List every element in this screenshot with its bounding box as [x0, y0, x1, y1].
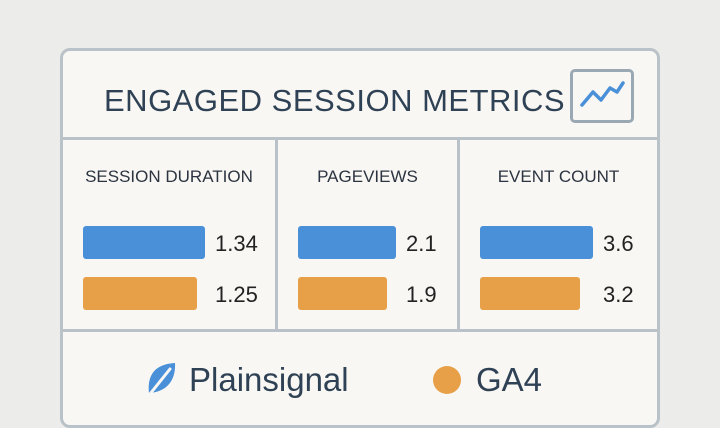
value-label-plainsignal: 3.6 [603, 231, 634, 256]
chart-title: ENGAGED SESSION METRICS [104, 83, 566, 118]
bar-ga4 [480, 277, 580, 310]
value-label-ga4: 1.9 [406, 282, 437, 307]
legend-label-plainsignal: Plainsignal [189, 361, 349, 398]
line-chart-icon [570, 69, 634, 123]
panel-title: PAGEVIEWS [317, 167, 418, 186]
bar-plainsignal [83, 226, 205, 259]
value-label-ga4: 3.2 [603, 282, 634, 307]
value-label-plainsignal: 1.34 [215, 231, 258, 256]
metrics-card: ENGAGED SESSION METRICS SESSION DURATION… [60, 48, 660, 428]
legend: Plainsignal GA4 [63, 329, 657, 425]
panel-title: EVENT COUNT [497, 167, 620, 186]
value-label-ga4: 1.25 [215, 282, 258, 307]
panel-title: SESSION DURATION [85, 167, 253, 186]
panel-event-count: EVENT COUNT 3.6 3.2 [457, 140, 657, 329]
metric-panels: SESSION DURATION 1.34 1.25 PAGEVIEWS 2.1… [63, 140, 657, 329]
legend-label-ga4: GA4 [476, 361, 543, 398]
card-header: ENGAGED SESSION METRICS [63, 51, 657, 140]
panel-session-duration: SESSION DURATION 1.34 1.25 [63, 140, 275, 329]
panel-pageviews: PAGEVIEWS 2.1 1.9 [275, 140, 457, 329]
bar-plainsignal [480, 226, 593, 259]
bar-ga4 [83, 277, 197, 310]
legend-swatch-ga4 [433, 366, 461, 394]
bar-ga4 [298, 277, 387, 310]
value-label-plainsignal: 2.1 [406, 231, 437, 256]
bar-plainsignal [298, 226, 396, 259]
leaf-icon [141, 360, 181, 407]
